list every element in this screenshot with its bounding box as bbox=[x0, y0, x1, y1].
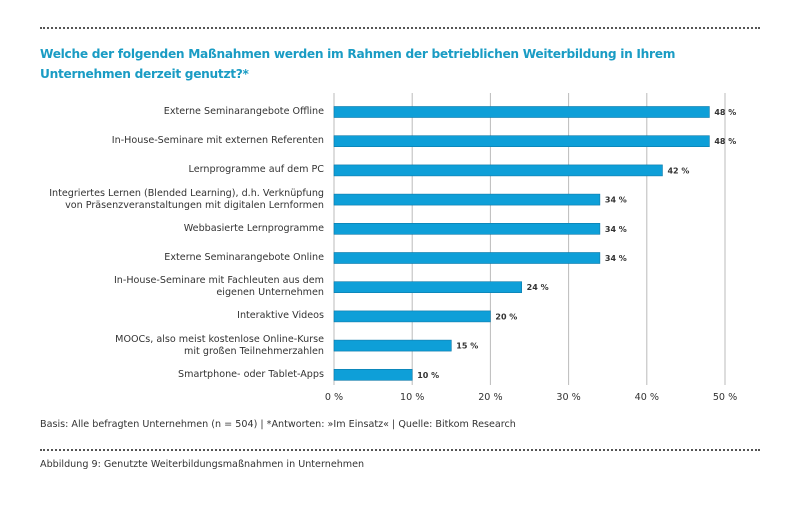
category-label: Integriertes Lernen (Blended Learning), … bbox=[49, 187, 324, 211]
x-tick-label: 40 % bbox=[635, 392, 659, 403]
category-label: Interaktive Videos bbox=[237, 310, 324, 322]
figure-caption: Abbildung 9: Genutzte Weiterbildungsmaßn… bbox=[40, 459, 365, 470]
bar bbox=[333, 193, 601, 206]
bar bbox=[333, 223, 601, 235]
chart-title: Welche der folgenden Maßnahmen werden im… bbox=[40, 47, 676, 81]
category-label: Lernprogramme auf dem PC bbox=[188, 164, 324, 176]
data-label: 20 % bbox=[495, 312, 517, 321]
bottom-divider bbox=[40, 449, 760, 451]
data-label: 24 % bbox=[527, 283, 549, 292]
data-label: 15 % bbox=[456, 342, 478, 351]
category-label: Webbasierte Lernprogramme bbox=[183, 222, 324, 234]
category-label: Externe Seminarangebote Online bbox=[164, 252, 324, 263]
data-label: 48 % bbox=[714, 137, 736, 146]
bar bbox=[333, 106, 710, 118]
category-label: Smartphone- oder Tablet-Apps bbox=[178, 368, 324, 380]
bar bbox=[333, 310, 491, 323]
category-label: Externe Seminarangebote Offline bbox=[163, 106, 324, 117]
bar bbox=[333, 135, 710, 147]
basis-note: Basis: Alle befragten Unternehmen (n = 5… bbox=[40, 419, 516, 430]
x-tick-label: 30 % bbox=[556, 392, 580, 403]
bar bbox=[333, 339, 452, 352]
bar bbox=[333, 281, 522, 294]
data-label: 34 % bbox=[605, 254, 627, 263]
data-label: 10 % bbox=[417, 371, 439, 380]
category-label: In-House-Seminare mit externen Referente… bbox=[111, 135, 324, 147]
bar bbox=[333, 164, 663, 177]
top-divider bbox=[40, 27, 760, 29]
x-tick-label: 0 % bbox=[325, 392, 343, 403]
data-label: 48 % bbox=[714, 108, 736, 117]
data-label: 34 % bbox=[605, 225, 627, 234]
x-tick-label: 50 % bbox=[713, 392, 737, 403]
x-tick-label: 20 % bbox=[478, 392, 502, 403]
x-tick-label: 10 % bbox=[400, 392, 424, 403]
bar bbox=[333, 252, 601, 264]
data-label: 34 % bbox=[605, 196, 627, 205]
data-label: 42 % bbox=[667, 166, 689, 175]
bar bbox=[333, 368, 413, 381]
category-label: MOOCs, also meist kostenlose Online-Kurs… bbox=[115, 333, 324, 357]
category-label: In-House-Seminare mit Fachleuten aus dem… bbox=[113, 275, 324, 299]
